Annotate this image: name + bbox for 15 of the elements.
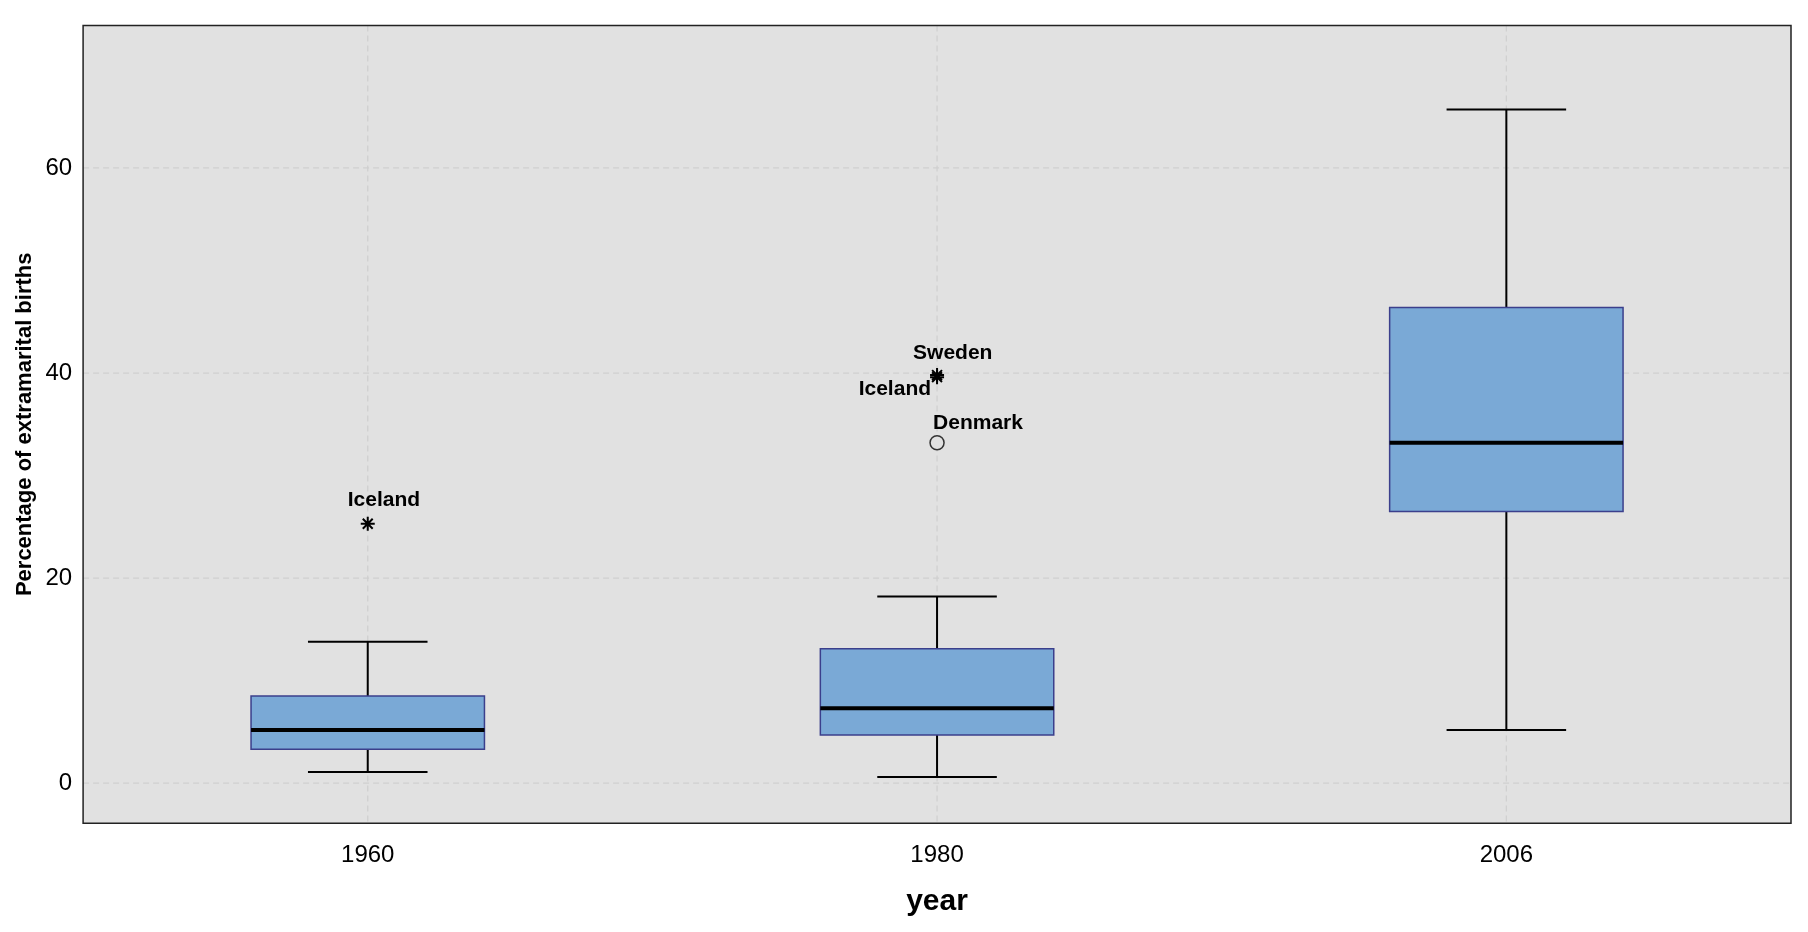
x-axis-title: year	[906, 883, 969, 917]
annotation: Sweden	[913, 340, 993, 364]
annotation: Denmark	[933, 409, 1024, 433]
x-tick-label: 1960	[341, 840, 395, 868]
y-axis-title: Percentage of extramarital births	[11, 252, 37, 597]
point	[359, 515, 376, 532]
y-tick-label: 20	[45, 562, 73, 590]
x-tick-label: 1980	[910, 840, 964, 868]
annotation: Iceland	[347, 486, 421, 510]
annotation: Iceland	[858, 376, 932, 400]
y-tick-label: 40	[45, 357, 73, 385]
x-tick-label: 2006	[1479, 840, 1534, 868]
point	[929, 435, 945, 451]
y-tick-label: 0	[58, 767, 73, 795]
y-tick-label: 60	[45, 152, 73, 180]
